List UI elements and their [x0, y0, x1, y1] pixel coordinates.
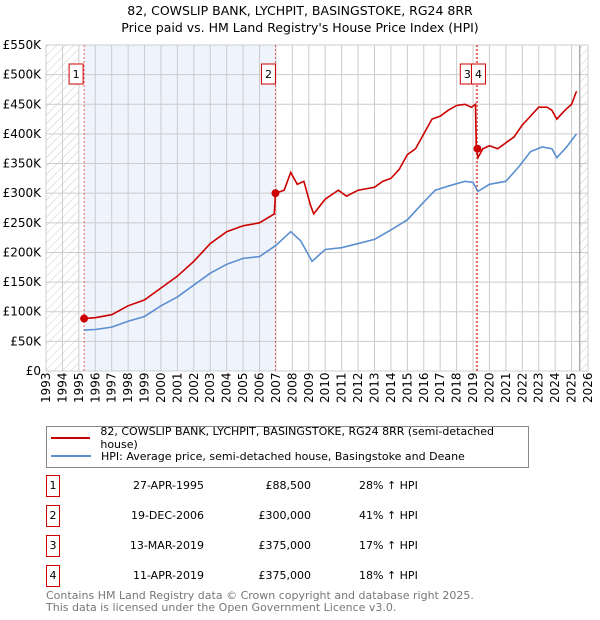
- x-tick-label: 2022: [515, 372, 529, 403]
- table-row: 4 11-APR-2019 £375,000 18% ↑ HPI: [46, 565, 546, 587]
- sale-point: [473, 144, 482, 153]
- sale-marker-badge: 3: [46, 535, 60, 557]
- x-tick-label: 2020: [482, 372, 496, 403]
- table-row: 3 13-MAR-2019 £375,000 17% ↑ HPI: [46, 535, 546, 557]
- x-tick-label: 2024: [548, 372, 562, 403]
- sale-point: [80, 314, 89, 323]
- sale-marker-badge: 4: [46, 565, 60, 587]
- x-tick-label: 2025: [565, 372, 579, 403]
- price-chart: £0 £50K £100K £150K £200K £250K £300K £350K £400…: [3, 38, 595, 403]
- x-tick-label: 1993: [39, 372, 53, 403]
- x-tick-label: 2009: [302, 372, 316, 403]
- x-tick-label: 2005: [236, 372, 250, 403]
- sale-label: 3: [464, 68, 471, 81]
- x-tick-label: 2016: [417, 372, 431, 403]
- series-line: [84, 133, 578, 331]
- x-tick-label: 2013: [367, 372, 381, 403]
- y-tick-label: £200K: [3, 245, 43, 259]
- x-tick-label: 2000: [154, 372, 168, 403]
- shaded-ownership-period: [84, 45, 276, 371]
- legend-label: HPI: Average price, semi-detached house,…: [101, 449, 465, 463]
- x-tick-label: 2006: [253, 372, 267, 403]
- hpi-diff: 18% ↑ HPI: [359, 569, 418, 582]
- sale-date: 19-DEC-2006: [130, 509, 204, 522]
- legend-item-hpi: HPI: Average price, semi-detached house,…: [51, 448, 465, 464]
- sale-date: 11-APR-2019: [132, 569, 204, 582]
- x-tick-label: 1996: [88, 372, 102, 403]
- footer-line: This data is licensed under the Open Gov…: [46, 601, 397, 614]
- sale-label: 4: [475, 68, 482, 81]
- table-row: 1 27-APR-1995 £88,500 28% ↑ HPI: [46, 475, 546, 497]
- hpi-diff: 41% ↑ HPI: [359, 509, 418, 522]
- x-tick-label: 2007: [269, 372, 283, 403]
- sale-price: £88,500: [265, 479, 312, 492]
- y-tick-label: £100K: [3, 305, 43, 319]
- y-tick-label: £150K: [3, 275, 43, 289]
- sale-label-box: [260, 63, 276, 85]
- y-tick-label: £400K: [3, 127, 43, 141]
- x-tick-label: 1994: [55, 372, 69, 403]
- plot-frame: [45, 44, 589, 372]
- x-tick-label: 2002: [187, 372, 201, 403]
- sale-date: 13-MAR-2019: [129, 539, 204, 552]
- y-tick-label: £0: [26, 364, 41, 378]
- sale-price: £375,000: [258, 539, 312, 552]
- sale-point: [271, 189, 280, 198]
- x-tick-label: 1998: [121, 372, 135, 403]
- sale-label-box: [68, 63, 84, 85]
- x-tick-label: 2010: [318, 372, 332, 403]
- legend-item-property: 82, COWSLIP BANK, LYCHPIT, BASINGSTOKE, …: [51, 425, 528, 451]
- x-tick-label: 2008: [285, 372, 299, 403]
- x-tick-label: 2004: [220, 372, 234, 403]
- hpi-diff: 17% ↑ HPI: [359, 539, 418, 552]
- footer: Contains HM Land Registry data © Crown c…: [46, 590, 474, 614]
- x-tick-label: 1997: [105, 372, 119, 403]
- x-tick-label: 2011: [335, 372, 349, 403]
- y-tick-label: £450K: [3, 97, 43, 111]
- sale-label: 1: [73, 68, 80, 81]
- hpi-diff: 28% ↑ HPI: [359, 479, 418, 492]
- x-tick-label: 2003: [203, 372, 217, 403]
- x-tick-label: 1995: [72, 372, 86, 403]
- sale-marker-badge: 1: [46, 475, 60, 497]
- sale-label: 2: [265, 68, 272, 81]
- sale-price: £300,000: [258, 509, 312, 522]
- chart-title: 82, COWSLIP BANK, LYCHPIT, BASINGSTOKE, …: [127, 3, 473, 18]
- sale-marker-badge: 2: [46, 505, 60, 527]
- x-tick-label: 2015: [400, 372, 414, 403]
- y-tick-label: £550K: [3, 38, 43, 52]
- sale-date: 27-APR-1995: [132, 479, 204, 492]
- x-tick-label: 2014: [384, 372, 398, 403]
- table-row: 2 19-DEC-2006 £300,000 41% ↑ HPI: [46, 505, 546, 527]
- legend: 82, COWSLIP BANK, LYCHPIT, BASINGSTOKE, …: [46, 425, 529, 468]
- blue-line-swatch: [51, 455, 91, 457]
- hatched-no-data-region: [579, 45, 588, 371]
- x-tick-label: 2018: [450, 372, 464, 403]
- x-tick-label: 2012: [351, 372, 365, 403]
- x-tick-label: 2023: [532, 372, 546, 403]
- x-tick-label: 2019: [466, 372, 480, 403]
- red-line-swatch: [51, 437, 91, 439]
- sale-price: £375,000: [258, 569, 312, 582]
- footer-line: Contains HM Land Registry data © Crown c…: [46, 589, 474, 602]
- y-tick-label: £250K: [3, 216, 43, 230]
- chart-subtitle: Price paid vs. HM Land Registry's House …: [121, 20, 479, 35]
- y-tick-label: £300K: [3, 186, 43, 200]
- series-line: [84, 90, 578, 320]
- x-tick-label: 2017: [433, 372, 447, 403]
- y-tick-label: £350K: [3, 157, 43, 171]
- legend-label: 82, COWSLIP BANK, LYCHPIT, BASINGSTOKE, …: [100, 425, 494, 451]
- sale-label-box: [470, 63, 486, 85]
- y-tick-label: £500K: [3, 68, 43, 82]
- y-tick-label: £50K: [10, 334, 42, 348]
- x-tick-label: 2026: [581, 372, 595, 403]
- x-tick-label: 1999: [138, 372, 152, 403]
- x-tick-label: 2001: [170, 372, 184, 403]
- x-tick-label: 2021: [499, 372, 513, 403]
